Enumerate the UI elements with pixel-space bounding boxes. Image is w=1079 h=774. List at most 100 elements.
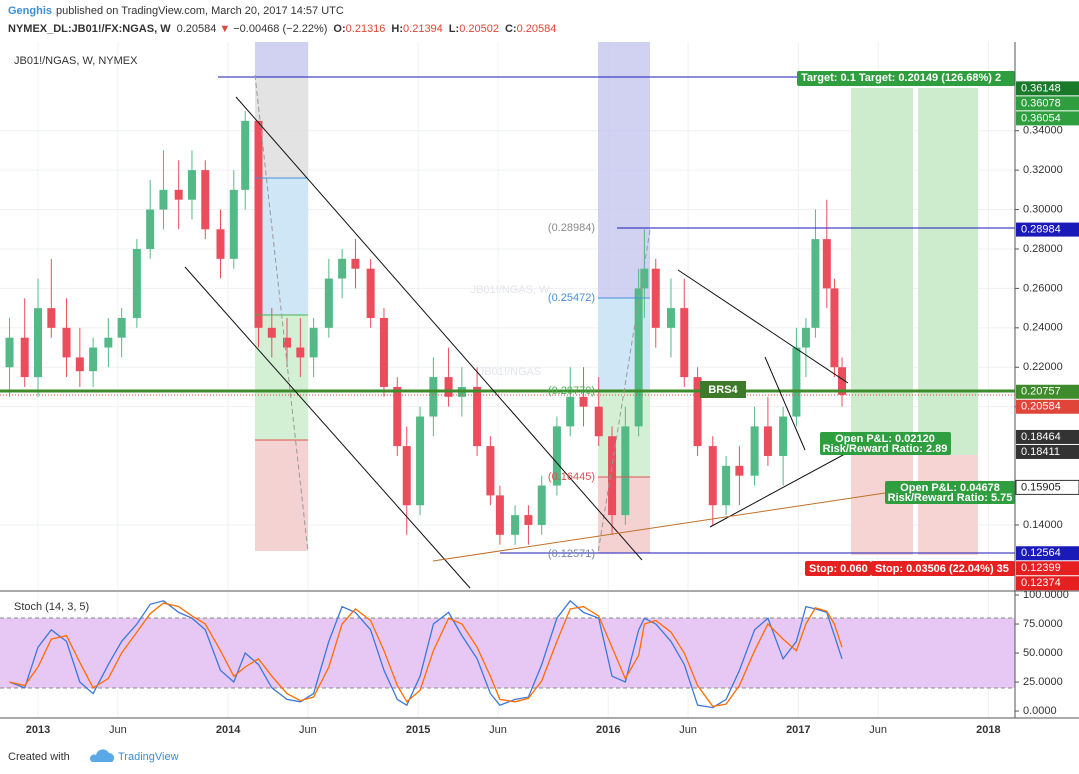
logo bbox=[89, 749, 115, 762]
x-tick-label: 2013 bbox=[26, 724, 50, 736]
price-label-box bbox=[1016, 81, 1079, 96]
price-label: 0.36078 bbox=[1021, 97, 1061, 109]
price-label: 0.20584 bbox=[1021, 401, 1061, 413]
stop-zone bbox=[918, 455, 978, 555]
y-tick-label: 100.0000 bbox=[1023, 589, 1069, 601]
candle-body bbox=[159, 189, 168, 210]
candle-body bbox=[402, 446, 411, 506]
y-tick-label: 50.0000 bbox=[1023, 647, 1063, 659]
candle-body bbox=[379, 317, 388, 387]
candle-body bbox=[216, 229, 225, 259]
candle-body bbox=[393, 386, 402, 447]
arrow: ▼ bbox=[219, 23, 230, 35]
candle-body bbox=[735, 465, 744, 476]
fib-zone bbox=[255, 77, 308, 178]
candle-body bbox=[750, 426, 759, 476]
candle-body bbox=[62, 327, 71, 358]
stop-zone bbox=[851, 455, 913, 555]
axes: 2013 Jun 2014 Jun 2015 Jun 2016 Jun 2017 Jun 2018 0… bbox=[26, 81, 1079, 736]
published: published on TradingView.com, March 20, … bbox=[56, 5, 344, 17]
x-tick-label: 2017 bbox=[786, 724, 810, 736]
symbol: NYMEX_DL:JB01!/FX:NGAS, W bbox=[8, 23, 171, 35]
fib-zone bbox=[255, 440, 308, 551]
quote-label: C: bbox=[505, 23, 517, 35]
candle-body bbox=[708, 446, 717, 506]
trend-line bbox=[677, 269, 849, 384]
candle-body bbox=[229, 189, 238, 259]
candle-body bbox=[267, 327, 276, 338]
x-tick-label: Jun bbox=[679, 724, 697, 736]
price-label: 0.18411 bbox=[1021, 446, 1060, 458]
quote-value: 0.21316 bbox=[346, 23, 386, 35]
candle-body bbox=[75, 357, 84, 372]
trend-line bbox=[764, 356, 806, 451]
last: 0.20584 bbox=[177, 23, 217, 35]
annotation: (0.20770) bbox=[548, 385, 595, 397]
trend-line bbox=[235, 96, 643, 561]
candle-body bbox=[20, 337, 29, 378]
overlay: JB01!/NGAS, W, NYMEX Stoch (14, 3, 5) (0… bbox=[14, 55, 1012, 613]
price-label-box bbox=[1016, 399, 1079, 414]
y-tick-label: 0.34000 bbox=[1023, 125, 1063, 137]
trend-line bbox=[432, 492, 886, 562]
x-tick-label: Jun bbox=[109, 724, 127, 736]
label-box bbox=[797, 71, 1015, 86]
price-label-box bbox=[1016, 546, 1079, 561]
candle-body bbox=[351, 258, 360, 269]
price-axis bbox=[1015, 42, 1079, 718]
price-label-box bbox=[1015, 479, 1079, 495]
candle-body bbox=[838, 367, 847, 395]
x-tick-label: Jun bbox=[299, 724, 317, 736]
quote-label: O: bbox=[333, 23, 345, 35]
change: −0.00468 (−2.22%) bbox=[233, 23, 327, 35]
drawings bbox=[0, 71, 1015, 589]
footer-brand[interactable]: TradingView bbox=[118, 751, 179, 763]
candle-body bbox=[524, 515, 533, 525]
watermark-text: JB01!/NGAS bbox=[479, 366, 541, 378]
candle-body bbox=[366, 268, 375, 318]
annotation: (0.28984) bbox=[548, 222, 595, 234]
candle-body bbox=[338, 258, 347, 279]
header-line: Genghis published on TradingView.com, Mar… bbox=[8, 5, 344, 17]
label-box bbox=[700, 381, 746, 398]
candle-body bbox=[811, 239, 820, 328]
price-label-box bbox=[1016, 429, 1079, 444]
candle-body bbox=[792, 347, 801, 417]
candle-body bbox=[830, 288, 839, 368]
candle-body bbox=[566, 396, 575, 427]
y-tick-label: 0.14000 bbox=[1023, 519, 1063, 531]
annotation: (0.12571) bbox=[548, 548, 595, 560]
y-tick-label: 0.30000 bbox=[1023, 203, 1063, 215]
stoch-line bbox=[9, 599, 843, 709]
candle-body bbox=[5, 337, 14, 368]
annotation: (0.16445) bbox=[548, 471, 595, 483]
candle-body bbox=[187, 170, 196, 200]
price-label-box bbox=[1016, 384, 1079, 399]
quote-value: 0.20584 bbox=[517, 23, 557, 35]
pane-title: Stoch (14, 3, 5) bbox=[14, 601, 89, 613]
candle-body bbox=[693, 377, 702, 447]
candle-body bbox=[621, 426, 630, 516]
y-tick-label: 0.0000 bbox=[1023, 705, 1057, 717]
fib-diagonal bbox=[597, 229, 651, 554]
y-tick-label: 0.24000 bbox=[1023, 322, 1063, 334]
annotation: Target: 0.1 Target: 0.20149 (126.68%) 2 bbox=[801, 72, 1001, 84]
price-label: 0.36148 bbox=[1021, 82, 1061, 94]
time-zone bbox=[598, 42, 650, 298]
label-box bbox=[805, 561, 871, 576]
x-tick-label: 2016 bbox=[596, 724, 620, 736]
quote-label: H: bbox=[391, 23, 403, 35]
price-label-box bbox=[1016, 222, 1079, 237]
candle-body bbox=[309, 327, 318, 358]
watermark: JB01!/NGAS, W JB01!/NGAS bbox=[471, 284, 550, 378]
author[interactable]: Genghis bbox=[8, 5, 52, 17]
candle-body bbox=[146, 209, 155, 249]
annotation: Risk/Reward Ratio: 5.75 bbox=[888, 492, 1013, 504]
candle-body bbox=[651, 268, 660, 328]
candle-body bbox=[801, 327, 810, 348]
candle-body bbox=[552, 426, 561, 486]
label-box bbox=[820, 432, 951, 455]
price-label-box bbox=[1016, 561, 1079, 576]
footer-text: Created with bbox=[8, 751, 70, 763]
